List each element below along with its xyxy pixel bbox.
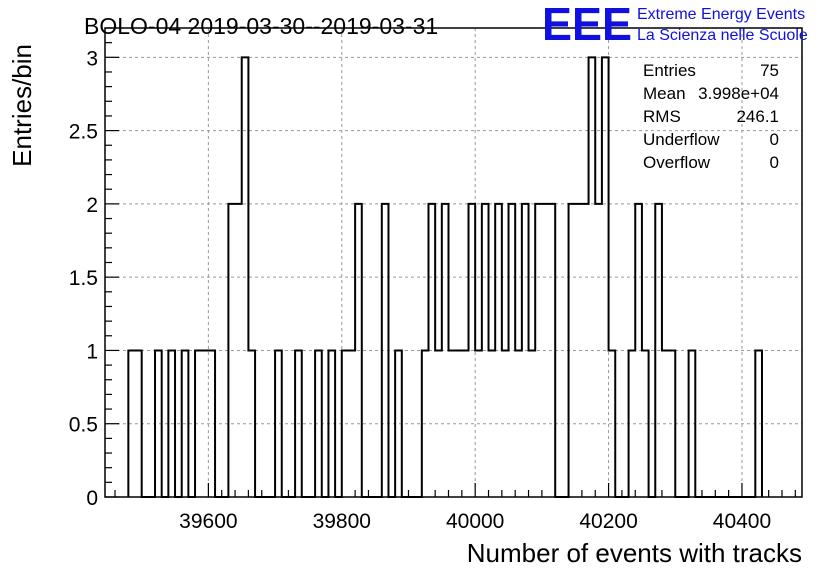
histogram-bin: [635, 204, 642, 497]
chart-title: BOLO-04 2019-03-30--2019-03-31: [84, 13, 438, 39]
histogram-bin: [629, 350, 636, 497]
stats-value: 0: [770, 130, 779, 149]
histogram-bin: [168, 350, 175, 497]
y-tick-label: 1.5: [69, 267, 98, 290]
histogram-bin: [755, 350, 762, 497]
histogram-bin: [689, 350, 696, 497]
histogram-bin: [435, 350, 442, 497]
stats-box: Entries 75 Mean 3.998e+04 RMS 246.1 Underflow 0…: [643, 61, 779, 172]
histogram-bin: [448, 350, 455, 497]
y-tick-label: 2.5: [69, 121, 98, 144]
histogram-bin: [462, 350, 469, 497]
histogram-bin: [242, 57, 249, 497]
histogram-bin: [422, 350, 429, 497]
histogram-bin: [355, 204, 362, 497]
y-axis-title: Entries/bin: [7, 44, 37, 167]
histogram-bin: [208, 350, 215, 497]
histogram-bin: [495, 204, 502, 497]
histogram-bin: [482, 204, 489, 497]
x-tick-label: 40200: [579, 510, 637, 533]
stats-value: 0: [770, 153, 779, 172]
stats-value: 3.998e+04: [698, 84, 779, 103]
histogram-bin: [542, 204, 549, 497]
eee-logo-line1: Extreme Energy Events: [637, 6, 805, 23]
stats-value: 75: [760, 61, 779, 80]
histogram-bin: [549, 204, 556, 497]
histogram-bin: [502, 350, 509, 497]
histogram-bin: [275, 350, 282, 497]
histogram-bin: [595, 204, 602, 497]
histogram-bin: [248, 350, 255, 497]
histogram-bin: [202, 350, 209, 497]
stats-value: 246.1: [736, 107, 779, 126]
histogram-outline: [127, 56, 763, 498]
y-tick-label: 0.5: [69, 414, 98, 437]
histogram-bin: [489, 350, 496, 497]
histogram-bin: [295, 350, 302, 497]
histogram-bin: [469, 204, 476, 497]
x-tick-label: 40000: [446, 510, 504, 533]
y-tick-label: 2: [86, 194, 98, 217]
histogram-bin: [642, 350, 649, 497]
stats-label: Entries: [643, 61, 696, 80]
eee-logo-line2: La Scienza nelle Scuole: [637, 27, 808, 44]
x-tick-label: 40400: [713, 510, 771, 533]
histogram-bin: [428, 204, 435, 497]
histogram-bin: [395, 350, 402, 497]
histogram-bin: [342, 350, 349, 497]
histogram-bin: [535, 204, 542, 497]
histogram-bin: [575, 204, 582, 497]
histogram-bin: [582, 204, 589, 497]
y-tick-label: 3: [86, 47, 98, 70]
histogram-bin: [655, 204, 662, 497]
histogram-bin: [589, 57, 596, 497]
histogram-bin: [522, 204, 529, 497]
histogram-bin: [195, 350, 202, 497]
x-axis-title: Number of events with tracks: [467, 538, 802, 568]
histogram-bin: [602, 57, 609, 497]
histogram-bin: [569, 204, 576, 497]
y-tick-label: 0: [86, 487, 98, 510]
y-tick-label: 1: [86, 340, 98, 363]
histogram-bin: [455, 350, 462, 497]
x-tick-label: 39600: [179, 510, 237, 533]
histogram-bin: [155, 350, 162, 497]
x-axis-ticks: 39600 39800 40000 40200 40400: [114, 483, 796, 533]
histogram-bin: [515, 350, 522, 497]
histogram-bin: [128, 350, 135, 497]
histogram-bin: [235, 204, 242, 497]
histogram-bin: [609, 350, 616, 497]
histogram-bin: [475, 350, 482, 497]
eee-logo-mark: EEE: [542, 0, 632, 50]
histogram-bin: [662, 350, 669, 497]
histogram-bin: [315, 350, 322, 497]
x-tick-label: 39800: [313, 510, 371, 533]
histogram-bin: [442, 204, 449, 497]
histogram-bin: [182, 350, 189, 497]
stats-label: Mean: [643, 84, 686, 103]
histogram-bin: [348, 350, 355, 497]
histogram-bin: [328, 350, 335, 497]
stats-label: Underflow: [643, 130, 720, 149]
histogram-bin: [669, 350, 676, 497]
histogram-bin: [228, 204, 235, 497]
histogram-bin: [382, 204, 389, 497]
stats-label: Overflow: [643, 153, 711, 172]
y-axis-ticks: 0 0.5 1 1.5 2 2.5 3: [69, 27, 119, 510]
histogram-bin: [509, 204, 516, 497]
stats-label: RMS: [643, 107, 681, 126]
histogram-bin: [135, 350, 142, 497]
histogram-bin: [529, 350, 536, 497]
eee-logo: EEE Extreme Energy Events La Scienza nel…: [542, 0, 808, 50]
